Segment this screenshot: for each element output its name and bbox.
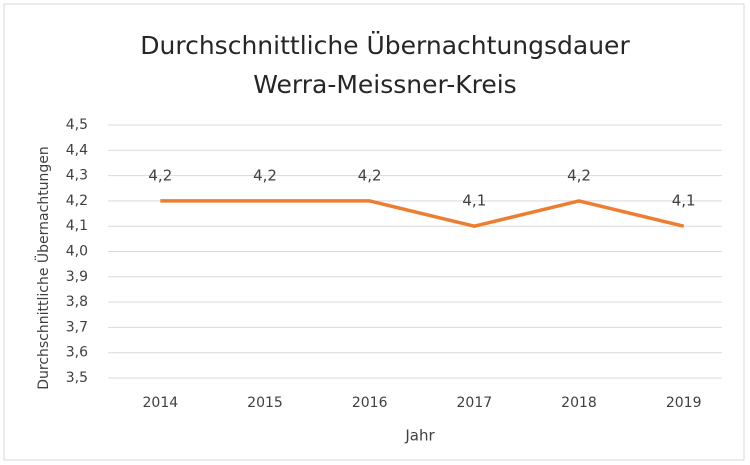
data-label: 4,1 (462, 192, 486, 210)
x-tick-label: 2017 (457, 395, 493, 411)
x-tick-label: 2014 (143, 395, 179, 411)
y-axis-label: Durchschnittliche Übernachtungen (34, 146, 52, 390)
y-tick-label: 4,5 (66, 117, 88, 133)
data-label: 4,2 (567, 166, 591, 184)
y-tick-label: 4,3 (66, 168, 88, 184)
data-label: 4,2 (358, 166, 382, 184)
y-tick-label: 4,4 (66, 142, 88, 158)
x-tick-label: 2016 (352, 395, 388, 411)
data-label: 4,2 (253, 166, 277, 184)
y-tick-label: 4,1 (66, 218, 88, 234)
y-tick-label: 3,9 (66, 269, 88, 285)
data-label: 4,2 (148, 166, 172, 184)
data-label: 4,1 (672, 192, 696, 210)
chart-title: Durchschnittliche Übernachtungsdauer (140, 31, 630, 60)
x-tick-label: 2015 (247, 395, 283, 411)
y-tick-label: 3,8 (66, 294, 88, 310)
y-tick-label: 3,7 (66, 319, 88, 335)
y-tick-label: 4,2 (66, 193, 88, 209)
y-tick-label: 3,6 (66, 345, 88, 361)
x-tick-label: 2018 (561, 395, 597, 411)
chart-title: Werra-Meissner-Kreis (253, 70, 516, 99)
y-tick-label: 4,0 (66, 244, 88, 260)
chart-border (3, 3, 745, 461)
y-tick-label: 3,5 (66, 370, 88, 386)
x-tick-label: 2019 (666, 395, 702, 411)
line-series (160, 199, 685, 228)
x-axis-label: Jahr (404, 427, 435, 445)
